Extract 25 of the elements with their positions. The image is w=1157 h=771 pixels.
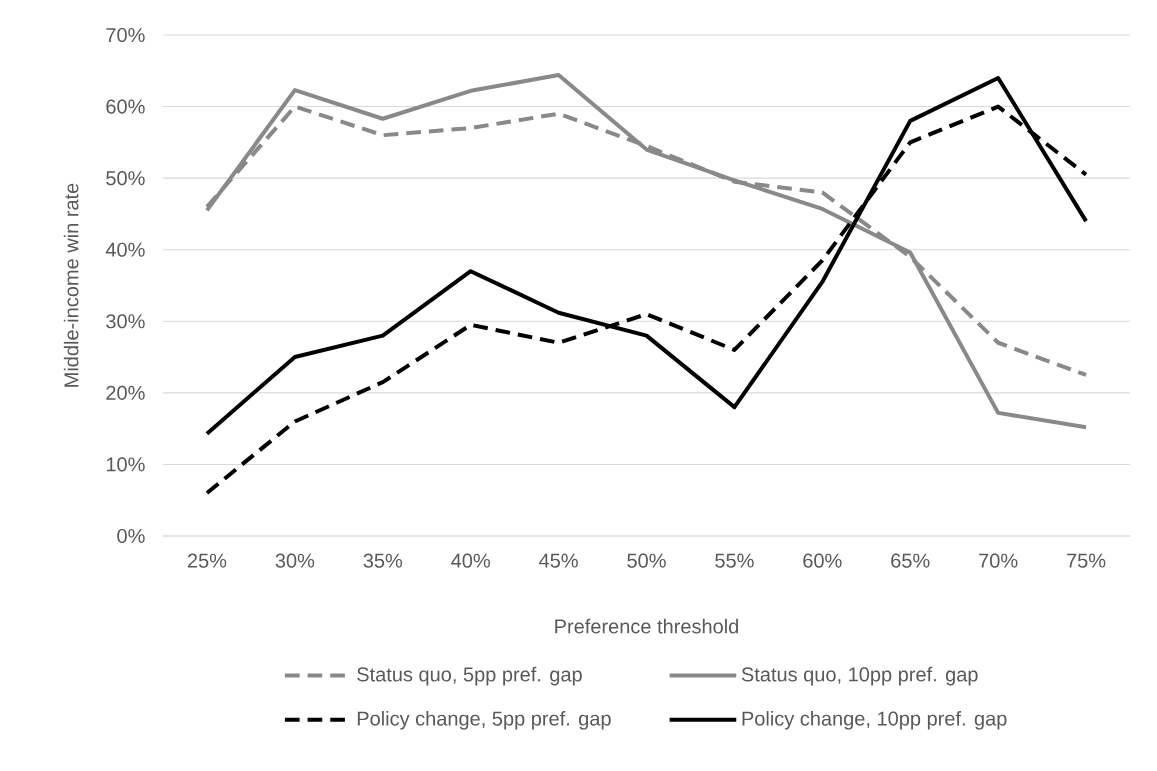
x-tick-label: 25% xyxy=(187,553,227,568)
x-tick-label: 70% xyxy=(979,553,1018,568)
x-tick-label: 30% xyxy=(275,553,315,568)
x-tick-label: 40% xyxy=(451,553,490,568)
x-tick-label: 35% xyxy=(363,553,403,568)
y-tick-label: 70% xyxy=(106,27,145,43)
y-tick-label: 40% xyxy=(105,242,145,257)
y-tick-label: 20% xyxy=(106,385,145,400)
x-tick-label: 75% xyxy=(1067,553,1106,568)
x-tick-label: 50% xyxy=(627,553,666,568)
y-tick-label: 50% xyxy=(106,171,145,186)
y-tick-label: 60% xyxy=(106,99,145,114)
y-tick-label: 0% xyxy=(117,528,145,544)
x-tick-label: 55% xyxy=(715,553,754,568)
legend-label: Status quo, 5pp pref. gap xyxy=(357,666,582,686)
x-axis-title: Preference threshold xyxy=(555,618,738,634)
x-tick-label: 45% xyxy=(539,553,578,568)
y-axis-title: Middle-income win rate xyxy=(63,183,79,387)
y-tick-label: 10% xyxy=(106,457,145,472)
y-tick-label: 30% xyxy=(106,314,145,329)
x-tick-label: 60% xyxy=(803,553,842,568)
x-tick-label: 65% xyxy=(891,553,930,568)
legend-label: Status quo, 10pp pref. gap xyxy=(741,666,978,686)
legend-label: Policy change, 10pp pref. gap xyxy=(742,710,1007,730)
legend-label: Policy change, 5pp pref. gap xyxy=(357,710,611,730)
